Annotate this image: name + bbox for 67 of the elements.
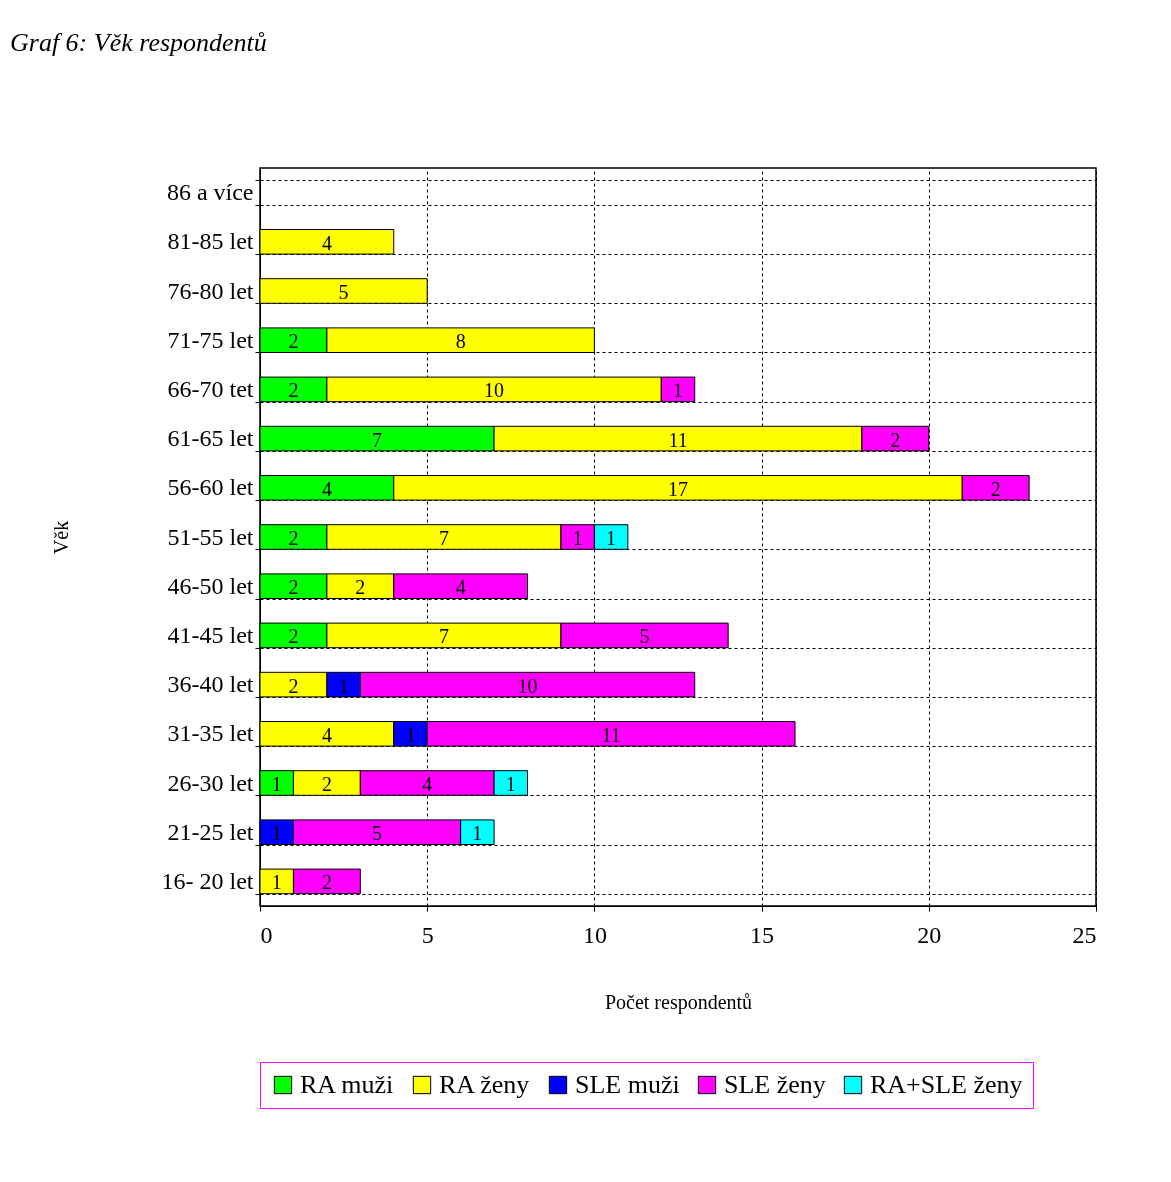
y-tick-label: 26-30 let [167, 769, 254, 796]
y-tick-label: 21-25 let [167, 818, 254, 845]
y-tick-label: 16- 20 let [161, 867, 254, 894]
legend-label: SLE muži [575, 1070, 680, 1099]
legend-label: RA ženy [439, 1070, 530, 1099]
data-label: 2 [288, 527, 299, 549]
x-tick-label: 5 [421, 921, 434, 948]
data-label: 4 [422, 773, 433, 795]
x-tick-label: 20 [917, 921, 942, 948]
data-label: 5 [372, 822, 383, 845]
data-label: 8 [455, 330, 466, 353]
data-label: 1 [673, 379, 683, 402]
y-tick-label: 36-40 let [167, 671, 254, 698]
y-tick-label: 31-35 let [167, 720, 254, 747]
data-label: 11 [601, 723, 621, 746]
data-label: 2 [288, 625, 299, 648]
data-label: 4 [321, 231, 332, 254]
data-label: 2 [288, 330, 299, 353]
data-label: 7 [438, 625, 449, 648]
data-label: 1 [271, 773, 282, 795]
data-label: 1 [606, 527, 617, 549]
y-axis-title: Věk [49, 520, 72, 555]
chart-title: Graf 6: Věk respondentů [10, 28, 267, 57]
y-tick-label: 66-70 tet [167, 375, 254, 402]
y-tick-label: 41-45 let [167, 621, 254, 648]
data-label: 5 [639, 625, 650, 648]
data-label: 1 [338, 674, 349, 697]
data-label: 2 [288, 576, 299, 599]
data-label: 2 [321, 871, 332, 894]
data-label: 4 [455, 576, 466, 599]
data-label: 2 [288, 674, 299, 697]
legend-label: SLE ženy [724, 1070, 826, 1099]
x-tick-label: 15 [750, 921, 775, 948]
data-label: 2 [321, 773, 332, 795]
legend-label: RA muži [300, 1070, 394, 1099]
data-label: 1 [405, 723, 416, 746]
data-label: 7 [372, 428, 383, 451]
y-tick-label: 71-75 let [167, 326, 254, 353]
data-label: 1 [572, 527, 583, 549]
y-tick-label: 81-85 let [167, 228, 254, 255]
data-label: 7 [438, 527, 449, 549]
data-label: 2 [355, 576, 366, 599]
data-label: 11 [668, 428, 688, 451]
y-tick-label: 86 a více [166, 179, 254, 206]
data-label: 10 [484, 379, 505, 402]
data-label: 4 [321, 477, 332, 500]
data-label: 1 [271, 871, 282, 894]
x-axis-title: Počet respondentů [604, 990, 753, 1014]
data-label: 2 [890, 428, 901, 451]
data-label: 1 [505, 773, 516, 795]
legend-label: RA+SLE ženy [870, 1070, 1023, 1099]
y-tick-label: 76-80 let [167, 277, 254, 304]
data-label: 2 [990, 477, 1001, 500]
x-tick-label: 25 [1072, 921, 1097, 948]
data-label: 1 [472, 822, 483, 845]
x-tick-label: 0 [260, 921, 273, 948]
data-label: 5 [338, 281, 349, 303]
y-tick-label: 46-50 let [167, 572, 254, 599]
y-tick-label: 56-60 let [167, 474, 254, 501]
data-label: 4 [321, 723, 332, 746]
x-tick-label: 10 [582, 921, 607, 948]
data-label: 10 [517, 674, 538, 697]
y-tick-label: 51-55 let [167, 523, 254, 550]
y-tick-label: 61-65 let [167, 425, 254, 452]
data-label: 1 [271, 822, 282, 845]
data-label: 17 [668, 477, 688, 500]
data-label: 2 [288, 379, 299, 402]
